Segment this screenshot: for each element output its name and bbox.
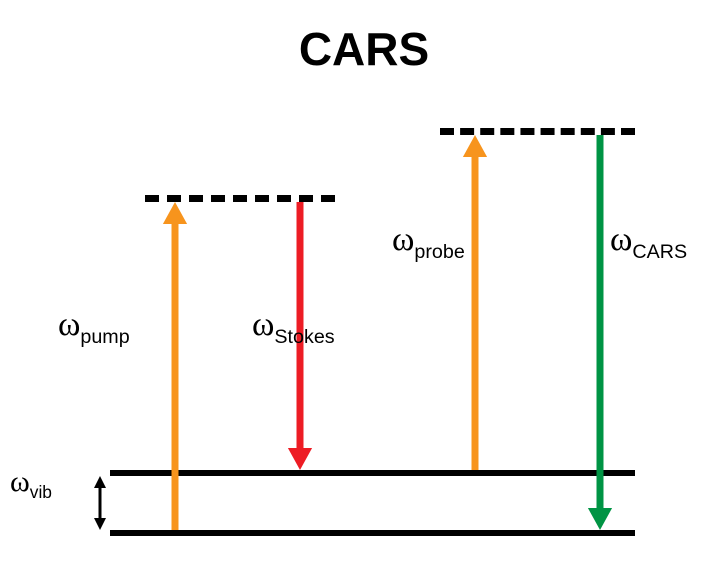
label-cars: ωCARS bbox=[610, 221, 687, 264]
omega-symbol: ω bbox=[10, 465, 30, 498]
label-pump: ωpump bbox=[58, 306, 130, 349]
label-probe-subscript: probe bbox=[414, 241, 464, 263]
label-vib: ωvib bbox=[10, 465, 52, 503]
arrow-probe bbox=[453, 113, 497, 492]
diagram-title: CARS bbox=[0, 22, 728, 76]
omega-symbol: ω bbox=[58, 306, 80, 343]
arrow-cars bbox=[578, 113, 622, 552]
arrow-vib bbox=[88, 474, 112, 532]
omega-symbol: ω bbox=[252, 306, 274, 343]
omega-symbol: ω bbox=[610, 221, 632, 258]
label-vib-subscript: vib bbox=[30, 482, 52, 502]
label-pump-subscript: pump bbox=[80, 326, 129, 348]
label-stokes: ωStokes bbox=[252, 306, 335, 349]
label-stokes-subscript: Stokes bbox=[274, 326, 334, 348]
omega-symbol: ω bbox=[392, 221, 414, 258]
label-probe: ωprobe bbox=[392, 221, 465, 264]
arrow-pump bbox=[153, 180, 197, 552]
label-cars-subscript: CARS bbox=[632, 241, 687, 263]
